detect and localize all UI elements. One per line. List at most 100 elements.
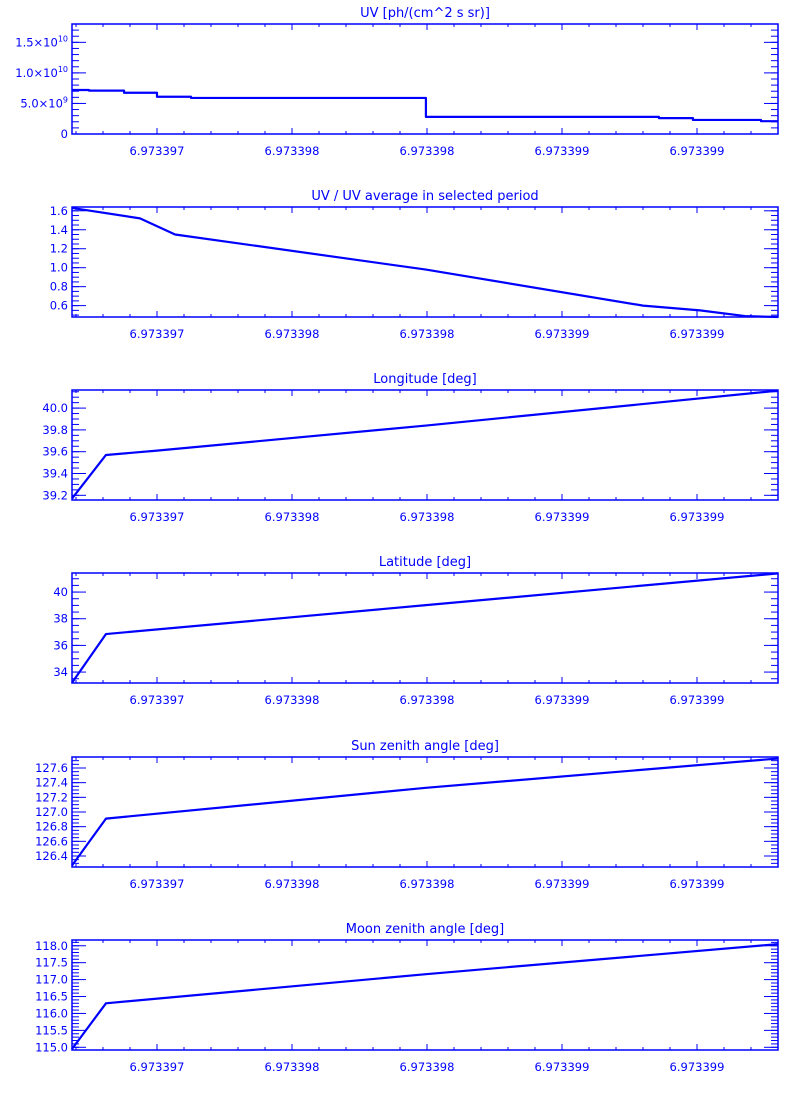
y-tick-mantissa: 40.0 (42, 401, 68, 415)
y-tick-label: 1.0 (50, 261, 68, 275)
x-tick-label: 6.973397 (130, 1060, 185, 1074)
panel-title: UV [ph/(cm^2 s sr)] (360, 6, 490, 21)
x-tick-label: 6.973397 (130, 327, 185, 341)
x-tick-label: 6.973399 (670, 1060, 725, 1074)
y-tick-mantissa: 1.6 (50, 204, 68, 218)
y-tick-label: 5.0×109 (20, 95, 68, 110)
y-tick-label: 127.2 (35, 790, 68, 804)
panel-title: Moon zenith angle [deg] (346, 922, 504, 937)
y-tick-label: 0.8 (50, 280, 68, 294)
plot-frame (71, 939, 779, 1051)
y-tick-mantissa: 127.2 (35, 790, 68, 804)
y-tick-label: 1.5×1010 (15, 34, 68, 49)
y-tick-mantissa: 1.0 (50, 261, 68, 275)
x-tick-label: 6.973398 (400, 1060, 455, 1074)
y-tick-mantissa: 1.5×10 (15, 35, 58, 49)
y-tick-label: 116.0 (35, 1006, 68, 1020)
x-tick-label: 6.973397 (130, 693, 185, 707)
y-tick-mantissa: 39.8 (42, 423, 68, 437)
y-tick-label: 34 (53, 665, 68, 679)
y-tick-label: 127.6 (35, 761, 68, 775)
x-tick-label: 6.973399 (670, 144, 725, 158)
y-tick-mantissa: 36 (53, 638, 68, 652)
panel-4: Latitude [deg] 6.973397 6.973398 6.973398 6.… (53, 555, 779, 707)
y-tick-label: 127.0 (35, 805, 68, 819)
y-tick-mantissa: 0.6 (50, 299, 68, 313)
panel-5: Sun zenith angle [deg] 6.973397 6.973398 6.… (35, 739, 779, 891)
y-tick-mantissa: 115.0 (35, 1040, 68, 1054)
y-tick-label: 40 (53, 585, 68, 599)
panel-title: UV / UV average in selected period (311, 189, 538, 204)
series-line (71, 572, 779, 684)
y-tick-mantissa: 126.6 (35, 834, 68, 848)
y-tick-label: 118.0 (35, 939, 68, 953)
x-tick-label: 6.973397 (130, 510, 185, 524)
y-tick-exponent: 10 (58, 65, 68, 74)
y-tick-label: 115.5 (35, 1023, 68, 1037)
series-line (71, 757, 779, 867)
y-tick-label: 127.4 (35, 776, 68, 790)
y-tick-label: 0.6 (50, 299, 68, 313)
x-tick-label: 6.973398 (265, 510, 320, 524)
y-tick-mantissa: 127.4 (35, 776, 68, 790)
plot-frame (71, 572, 779, 684)
panel-3: Longitude [deg] 6.973397 6.973398 6.973398 6… (42, 372, 779, 524)
y-tick-label: 1.6 (50, 204, 68, 218)
x-tick-label: 6.973398 (400, 327, 455, 341)
x-tick-label: 6.973399 (670, 693, 725, 707)
y-tick-label: 40.0 (42, 401, 68, 415)
x-tick-label: 6.973399 (535, 693, 590, 707)
series-line (71, 206, 779, 319)
series-line (71, 942, 779, 1050)
y-tick-mantissa: 117.0 (35, 973, 68, 987)
x-tick-label: 6.973399 (535, 510, 590, 524)
y-tick-exponent: 9 (63, 95, 68, 104)
y-tick-mantissa: 39.2 (42, 488, 68, 502)
y-tick-label: 36 (53, 638, 68, 652)
y-tick-label: 117.5 (35, 956, 68, 970)
y-tick-mantissa: 40 (53, 585, 68, 599)
y-tick-label: 39.8 (42, 423, 68, 437)
x-tick-label: 6.973399 (535, 327, 590, 341)
y-tick-label: 1.4 (50, 223, 68, 237)
y-tick-label: 126.8 (35, 820, 68, 834)
y-tick-mantissa: 0.8 (50, 280, 68, 294)
plot-frame (71, 206, 779, 318)
y-tick-mantissa: 34 (53, 665, 68, 679)
x-tick-label: 6.973398 (400, 144, 455, 158)
x-tick-label: 6.973398 (265, 327, 320, 341)
y-tick-mantissa: 127.6 (35, 761, 68, 775)
y-tick-mantissa: 116.0 (35, 1006, 68, 1020)
y-tick-label: 39.2 (42, 488, 68, 502)
y-tick-label: 116.5 (35, 990, 68, 1004)
y-tick-label: 126.4 (35, 849, 68, 863)
y-tick-mantissa: 117.5 (35, 956, 68, 970)
y-tick-mantissa: 115.5 (35, 1023, 68, 1037)
y-tick-mantissa: 1.0×10 (15, 66, 58, 80)
x-tick-label: 6.973398 (265, 1060, 320, 1074)
x-tick-label: 6.973397 (130, 877, 185, 891)
panel-title: Sun zenith angle [deg] (351, 739, 499, 754)
x-tick-label: 6.973398 (400, 693, 455, 707)
y-tick-mantissa: 38 (53, 612, 68, 626)
x-tick-label: 6.973398 (400, 510, 455, 524)
x-tick-label: 6.973399 (535, 144, 590, 158)
x-tick-label: 6.973398 (265, 144, 320, 158)
panel-2: UV / UV average in selected period 6.9733… (50, 189, 779, 341)
y-tick-mantissa: 116.5 (35, 990, 68, 1004)
x-tick-label: 6.973398 (265, 693, 320, 707)
x-tick-label: 6.973399 (670, 327, 725, 341)
panel-title: Longitude [deg] (373, 372, 476, 387)
panel-title: Latitude [deg] (379, 555, 471, 570)
x-tick-label: 6.973399 (670, 877, 725, 891)
y-tick-mantissa: 126.4 (35, 849, 68, 863)
y-tick-mantissa: 127.0 (35, 805, 68, 819)
y-tick-mantissa: 39.6 (42, 445, 68, 459)
panel-6: Moon zenith angle [deg] 6.973397 6.973398 6… (35, 922, 779, 1074)
y-tick-mantissa: 5.0×10 (20, 96, 63, 110)
y-tick-label: 0 (61, 127, 68, 141)
y-tick-label: 39.4 (42, 467, 68, 481)
y-tick-label: 1.0×1010 (15, 65, 68, 80)
x-tick-label: 6.973397 (130, 144, 185, 158)
